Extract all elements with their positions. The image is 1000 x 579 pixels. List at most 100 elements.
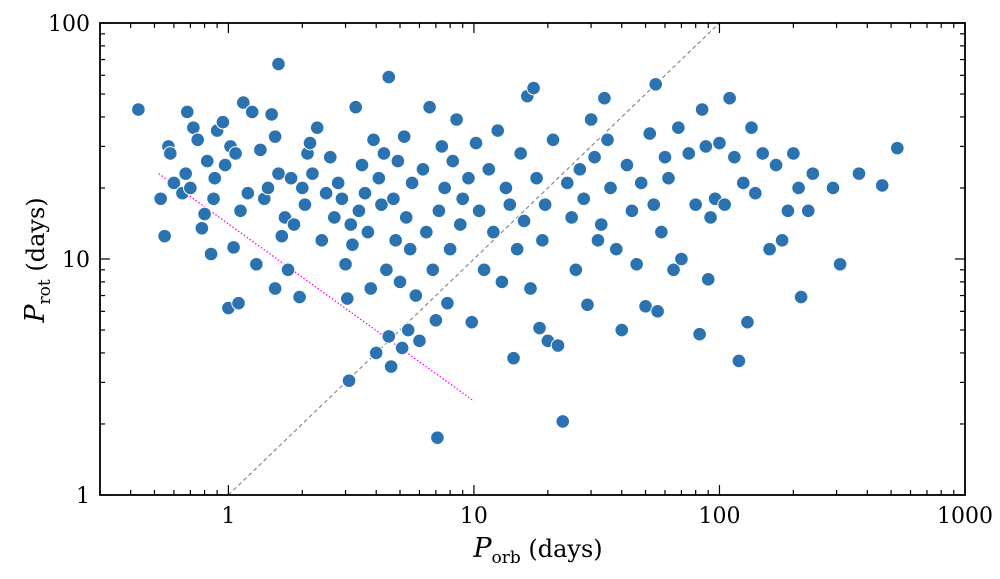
data-point: [440, 295, 455, 311]
data-point: [412, 333, 427, 349]
plot-area: [99, 22, 966, 496]
data-point: [740, 314, 755, 330]
data-point: [157, 228, 172, 244]
y-axis-unit: (days): [22, 197, 50, 279]
data-point: [422, 99, 437, 115]
data-point: [648, 76, 664, 92]
data-point: [735, 175, 751, 191]
data-point: [381, 69, 397, 85]
data-point: [408, 288, 424, 303]
data-point: [657, 149, 673, 165]
data-point: [249, 256, 264, 272]
data-point: [430, 430, 445, 445]
data-point: [190, 132, 206, 148]
data-point: [302, 135, 318, 151]
data-point: [402, 241, 418, 257]
data-point: [498, 180, 514, 196]
data-point: [666, 262, 681, 278]
data-point: [314, 233, 330, 248]
data-point: [780, 203, 796, 219]
data-point: [774, 233, 790, 248]
data-point: [343, 217, 359, 232]
y-axis-label: Prot (days): [20, 197, 55, 323]
data-point: [376, 146, 392, 161]
data-point: [386, 191, 401, 207]
data-point: [228, 146, 243, 161]
data-point: [419, 224, 434, 240]
x-axis-subscript: orb: [492, 548, 521, 568]
data-point: [800, 203, 816, 219]
data-point: [318, 185, 334, 201]
data-point: [260, 180, 276, 196]
data-point: [564, 210, 579, 225]
data-point: [153, 191, 168, 207]
data-point: [280, 262, 296, 278]
data-point: [383, 359, 399, 374]
data-point: [614, 322, 630, 338]
data-point: [529, 170, 544, 186]
data-point: [197, 206, 212, 222]
data-point: [178, 166, 193, 181]
data-point: [194, 220, 210, 236]
x-axis-unit: (days): [521, 535, 603, 563]
data-point: [633, 175, 649, 191]
data-point: [506, 350, 521, 366]
data-point: [452, 217, 468, 232]
data-point: [694, 102, 710, 117]
data-point: [442, 241, 458, 257]
y-tick-label: 100: [48, 12, 90, 37]
data-point: [348, 99, 364, 115]
data-point: [400, 322, 416, 338]
data-point: [131, 102, 146, 117]
data-point: [731, 353, 747, 369]
data-point: [555, 414, 571, 429]
data-point: [559, 175, 575, 191]
data-point: [608, 241, 624, 257]
data-point: [388, 233, 403, 248]
data-point: [233, 203, 248, 219]
data-point: [207, 170, 223, 186]
data-point: [642, 126, 658, 141]
data-point: [267, 281, 283, 296]
data-point: [274, 228, 290, 244]
data-point: [593, 217, 609, 232]
data-point: [267, 129, 283, 144]
data-point: [874, 178, 890, 193]
data-point: [490, 123, 506, 138]
data-point: [791, 180, 806, 196]
data-point: [363, 281, 379, 296]
data-point: [638, 299, 653, 314]
data-point: [431, 203, 447, 219]
data-point: [762, 241, 777, 257]
data-point: [461, 170, 476, 186]
data-point: [603, 180, 618, 196]
y-tick-label: 10: [62, 248, 90, 273]
data-point: [327, 210, 342, 225]
data-point: [464, 314, 480, 330]
data-point: [700, 272, 716, 287]
data-point: [381, 329, 397, 344]
data-point: [681, 146, 697, 161]
data-point: [338, 256, 353, 272]
data-point: [545, 132, 561, 148]
data-point: [217, 157, 233, 173]
data-point: [292, 289, 307, 305]
gray-dashed-diagonal: [228, 23, 720, 495]
data-point: [532, 320, 547, 336]
data-point: [199, 153, 215, 169]
data-point: [793, 289, 809, 305]
data-point: [712, 135, 727, 151]
data-point: [428, 312, 444, 328]
data-point: [166, 175, 182, 191]
data-point: [390, 153, 406, 169]
data-point: [357, 185, 373, 201]
data-point: [215, 114, 231, 130]
data-point: [371, 170, 387, 186]
y-axis-symbol: P: [20, 304, 51, 324]
data-point: [468, 135, 484, 151]
data-point: [396, 129, 412, 144]
data-point: [183, 180, 198, 196]
data-point: [583, 112, 599, 127]
data-point: [162, 146, 178, 161]
data-point: [330, 175, 346, 191]
